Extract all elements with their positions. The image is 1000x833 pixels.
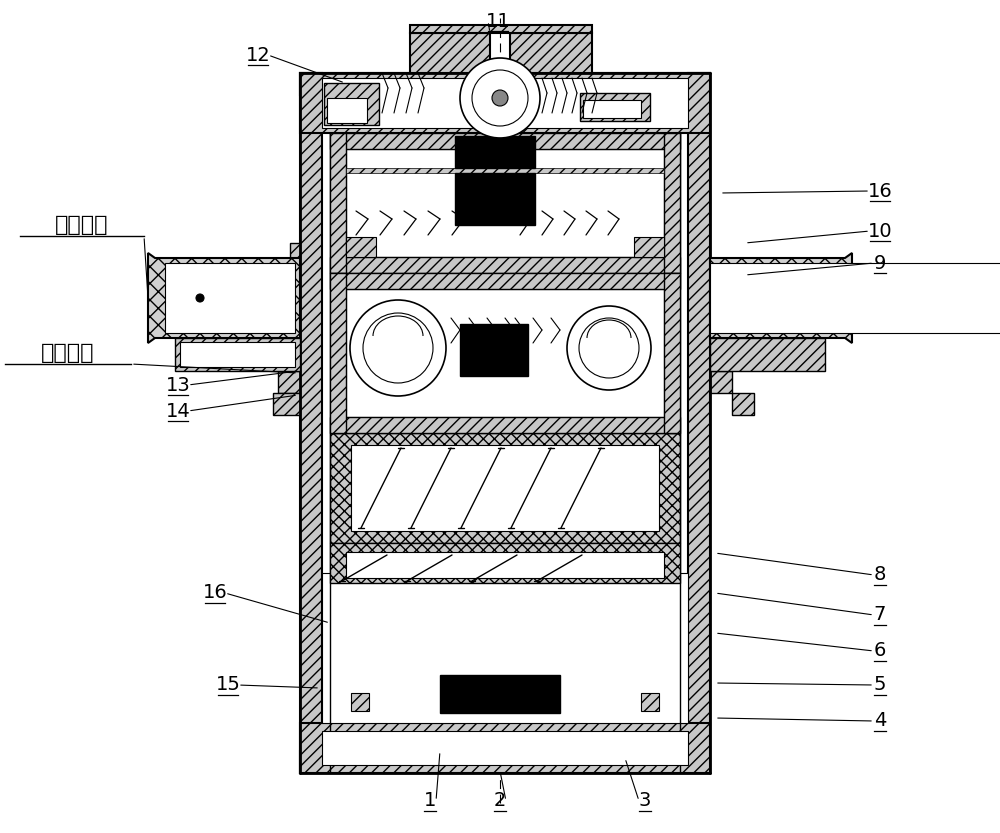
Polygon shape bbox=[330, 257, 680, 273]
Bar bbox=[460, 324, 528, 376]
Bar bbox=[710, 263, 1000, 333]
Polygon shape bbox=[278, 371, 300, 393]
Polygon shape bbox=[510, 33, 592, 73]
Text: 13: 13 bbox=[166, 376, 190, 395]
Circle shape bbox=[196, 294, 204, 302]
Polygon shape bbox=[634, 237, 664, 257]
Polygon shape bbox=[300, 723, 710, 773]
Bar bbox=[641, 693, 659, 711]
Bar bbox=[351, 693, 369, 711]
Text: 9: 9 bbox=[874, 253, 886, 272]
Text: 7: 7 bbox=[874, 606, 886, 625]
Polygon shape bbox=[300, 73, 710, 133]
Bar bbox=[455, 173, 535, 225]
Text: 10: 10 bbox=[868, 222, 892, 241]
Circle shape bbox=[492, 90, 508, 106]
Polygon shape bbox=[148, 253, 300, 343]
Polygon shape bbox=[330, 433, 680, 543]
Text: 16: 16 bbox=[203, 583, 227, 602]
Text: 1: 1 bbox=[424, 791, 436, 811]
Circle shape bbox=[350, 300, 446, 396]
Bar bbox=[346, 289, 664, 417]
Circle shape bbox=[363, 313, 433, 383]
Text: 面罩主体: 面罩主体 bbox=[55, 215, 109, 235]
Polygon shape bbox=[300, 751, 710, 773]
Circle shape bbox=[579, 318, 639, 378]
Bar bbox=[180, 342, 295, 367]
Bar bbox=[346, 149, 664, 257]
Polygon shape bbox=[346, 168, 664, 173]
Text: 16: 16 bbox=[868, 182, 892, 201]
Bar bbox=[580, 93, 650, 121]
Polygon shape bbox=[664, 133, 680, 273]
Bar bbox=[322, 78, 688, 128]
Bar bbox=[583, 100, 641, 118]
Polygon shape bbox=[330, 273, 680, 289]
Text: 8: 8 bbox=[874, 566, 886, 585]
Polygon shape bbox=[330, 417, 680, 433]
Text: 3: 3 bbox=[639, 791, 651, 811]
Text: 防护外壳: 防护外壳 bbox=[41, 343, 95, 363]
Bar bbox=[440, 675, 560, 713]
Bar bbox=[322, 573, 688, 723]
Bar bbox=[165, 263, 295, 333]
Text: 11: 11 bbox=[486, 12, 510, 31]
Polygon shape bbox=[410, 25, 592, 33]
Text: 15: 15 bbox=[216, 676, 240, 695]
Text: 12: 12 bbox=[246, 46, 270, 64]
Bar bbox=[455, 136, 535, 168]
Polygon shape bbox=[330, 133, 680, 149]
Polygon shape bbox=[688, 73, 710, 773]
Bar bbox=[482, 336, 518, 366]
Polygon shape bbox=[300, 73, 710, 95]
Text: 2: 2 bbox=[494, 791, 506, 811]
Polygon shape bbox=[330, 133, 346, 273]
Text: 14: 14 bbox=[166, 402, 190, 421]
Text: 5: 5 bbox=[874, 676, 886, 695]
Circle shape bbox=[567, 306, 651, 390]
Polygon shape bbox=[664, 273, 680, 433]
Polygon shape bbox=[330, 543, 680, 583]
Bar bbox=[324, 83, 379, 125]
Polygon shape bbox=[710, 338, 825, 371]
Bar bbox=[732, 393, 754, 415]
Polygon shape bbox=[300, 73, 322, 773]
Polygon shape bbox=[410, 33, 490, 73]
Polygon shape bbox=[290, 243, 300, 353]
Bar bbox=[351, 445, 659, 531]
Circle shape bbox=[460, 58, 540, 138]
Text: 6: 6 bbox=[874, 641, 886, 661]
Polygon shape bbox=[710, 253, 852, 343]
Text: 4: 4 bbox=[874, 711, 886, 731]
Polygon shape bbox=[175, 338, 300, 371]
Bar bbox=[327, 98, 367, 123]
Bar bbox=[346, 552, 664, 578]
Polygon shape bbox=[330, 273, 346, 433]
Polygon shape bbox=[346, 237, 376, 257]
Bar bbox=[273, 393, 300, 415]
Polygon shape bbox=[710, 371, 732, 393]
Circle shape bbox=[472, 70, 528, 126]
Polygon shape bbox=[322, 731, 688, 765]
